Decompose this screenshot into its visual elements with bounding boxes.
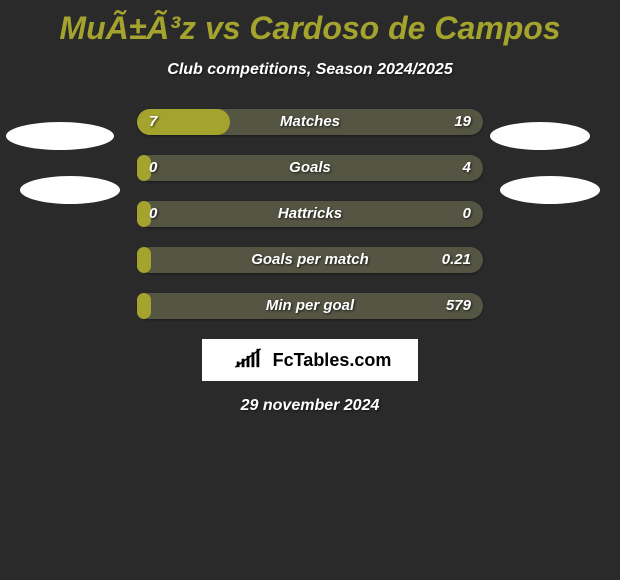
stat-label: Min per goal (137, 293, 483, 319)
stat-row: 0Goals4 (137, 155, 483, 181)
stat-right-value: 579 (446, 293, 471, 319)
stat-rows: 7Matches190Goals40Hattricks0Goals per ma… (137, 109, 483, 319)
subtitle: Club competitions, Season 2024/2025 (0, 61, 620, 79)
stat-right-value: 0 (463, 201, 471, 227)
stat-right-value: 19 (454, 109, 471, 135)
stat-label: Matches (137, 109, 483, 135)
date-label: 29 november 2024 (0, 397, 620, 415)
decorative-oval (490, 122, 590, 150)
stat-row: 0Hattricks0 (137, 201, 483, 227)
stat-label: Goals per match (137, 247, 483, 273)
brand-badge: FcTables.com (202, 339, 418, 381)
decorative-oval (500, 176, 600, 204)
decorative-oval (6, 122, 114, 150)
stat-label: Goals (137, 155, 483, 181)
stat-right-value: 0.21 (442, 247, 471, 273)
page-title: MuÃ±Ã³z vs Cardoso de Campos (0, 0, 620, 47)
stat-row: Goals per match0.21 (137, 247, 483, 273)
stat-row: 7Matches19 (137, 109, 483, 135)
stat-row: Min per goal579 (137, 293, 483, 319)
decorative-oval (20, 176, 120, 204)
stat-label: Hattricks (137, 201, 483, 227)
brand-text: FcTables.com (273, 350, 392, 371)
bar-chart-icon (229, 346, 267, 375)
stat-right-value: 4 (463, 155, 471, 181)
